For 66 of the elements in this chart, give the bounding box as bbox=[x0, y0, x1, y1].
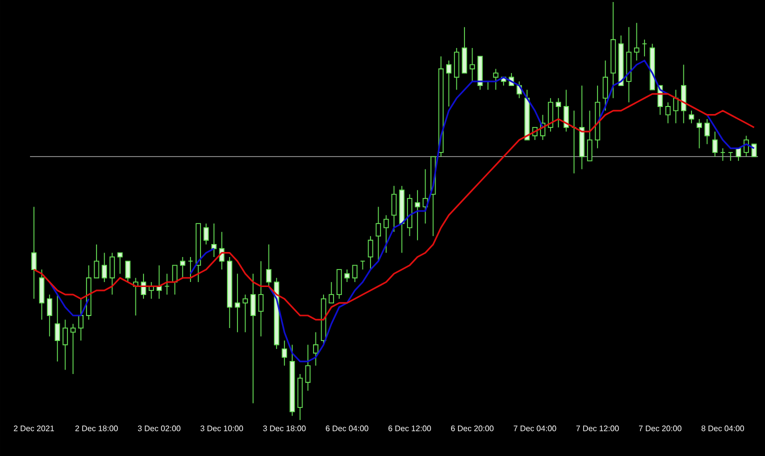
candlestick bbox=[62, 319, 68, 370]
candlestick bbox=[258, 260, 264, 337]
candlestick bbox=[642, 39, 648, 57]
candlestick bbox=[344, 269, 350, 283]
candlestick bbox=[665, 102, 671, 124]
candlestick bbox=[384, 214, 389, 254]
candlestick bbox=[564, 89, 569, 132]
candlestick bbox=[46, 294, 52, 337]
x-tick-label: 2 Dec 2021 bbox=[14, 426, 54, 432]
candlestick bbox=[117, 252, 123, 274]
candlestick bbox=[125, 260, 130, 283]
x-tick-label: 3 Dec 10:00 bbox=[200, 426, 244, 432]
candlestick bbox=[470, 48, 475, 82]
candlestick bbox=[704, 118, 710, 145]
x-tick-label: 7 Dec 04:00 bbox=[514, 426, 556, 432]
candlestick bbox=[634, 22, 640, 61]
candlestick bbox=[203, 223, 209, 245]
candlestick bbox=[673, 89, 678, 124]
candlestick bbox=[368, 236, 374, 270]
candlestick bbox=[250, 273, 256, 404]
candlestick bbox=[94, 244, 100, 278]
candlestick bbox=[156, 264, 162, 300]
candlestick bbox=[54, 294, 60, 362]
candlestick bbox=[242, 294, 248, 333]
candlestick bbox=[493, 68, 498, 90]
candlestick bbox=[172, 264, 178, 296]
x-tick-label: 3 Dec 18:00 bbox=[263, 426, 306, 432]
candlestick bbox=[328, 282, 334, 304]
candlestick bbox=[446, 60, 452, 107]
x-tick-label: 3 Dec 02:00 bbox=[138, 426, 180, 432]
x-tick-label: 6 Dec 20:00 bbox=[451, 426, 494, 432]
candlestick bbox=[266, 244, 272, 287]
candlestick bbox=[728, 152, 734, 162]
candlestick bbox=[180, 256, 186, 278]
candlestick bbox=[234, 273, 240, 333]
x-tick-label: 8 Dec 04:00 bbox=[702, 426, 744, 432]
candlestick bbox=[188, 256, 194, 283]
candlestick bbox=[305, 344, 311, 392]
candlestick bbox=[422, 168, 428, 224]
candlestick bbox=[360, 260, 366, 270]
x-tick-label: 2 Dec 18:00 bbox=[75, 426, 118, 432]
candlestick bbox=[70, 323, 76, 374]
x-tick-label: 6 Dec 04:00 bbox=[326, 426, 368, 432]
candlestick bbox=[376, 206, 381, 262]
candlestick bbox=[352, 264, 358, 283]
candlestick bbox=[282, 340, 288, 366]
candlestick bbox=[688, 110, 694, 124]
candlestick bbox=[712, 131, 718, 158]
candlestick bbox=[102, 252, 108, 283]
candlestick bbox=[110, 252, 115, 296]
candlestick bbox=[696, 118, 702, 149]
x-tick-label: 7 Dec 20:00 bbox=[638, 426, 682, 432]
candlestick bbox=[31, 206, 37, 300]
x-tick-label: 7 Dec 12:00 bbox=[576, 426, 619, 432]
candlestick bbox=[211, 223, 217, 258]
candlestick bbox=[414, 190, 420, 241]
candlestick bbox=[219, 231, 224, 270]
candlestick bbox=[313, 332, 318, 366]
candlestick bbox=[556, 98, 562, 128]
candlestick bbox=[391, 185, 397, 232]
candlestick bbox=[720, 148, 726, 162]
candlestick bbox=[602, 60, 608, 112]
candlestick bbox=[751, 144, 757, 158]
x-tick-label: 6 Dec 12:00 bbox=[388, 426, 431, 432]
candlestick bbox=[587, 110, 592, 162]
candlestick bbox=[78, 298, 84, 342]
